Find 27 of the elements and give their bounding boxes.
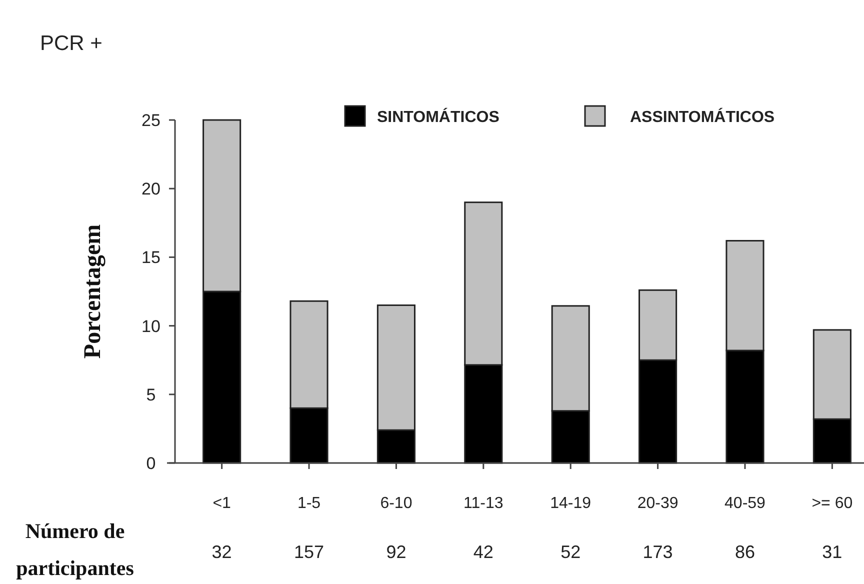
- y-tick-label: 0: [146, 454, 156, 473]
- x-tick-label: 1-5: [297, 495, 321, 512]
- x-tick-label: <1: [212, 495, 232, 512]
- x-tick-label: 20-39: [637, 495, 678, 512]
- text: 42: [473, 542, 494, 562]
- text: 92: [386, 542, 406, 562]
- y-axis-title: Porcentagem: [80, 224, 106, 359]
- y-tick-label: 5: [146, 385, 156, 404]
- text: 86: [734, 542, 756, 562]
- y-tick-label: 10: [142, 316, 160, 336]
- y-tick-label: 25: [142, 110, 160, 130]
- x-tick-label: >= 60: [812, 495, 853, 512]
- text: 32: [212, 542, 232, 562]
- text: Número de participantes: [16, 519, 134, 580]
- y-tick-label: 15: [142, 248, 160, 268]
- x-tick-label: 14-19: [550, 495, 592, 512]
- legend-label: ASSINTOMÁTICOS: [630, 107, 775, 126]
- text: 31: [822, 542, 842, 562]
- chart-title: PCR +: [40, 32, 102, 55]
- legend-label: SINTOMÁTICOS: [377, 107, 500, 126]
- text: 157: [294, 542, 324, 562]
- text: 52: [560, 542, 581, 562]
- y-tick-label: 20: [142, 180, 160, 199]
- x-tick-label: 11-13: [464, 495, 504, 512]
- x-tick-label: 6-10: [380, 495, 412, 512]
- text: 173: [642, 542, 673, 562]
- x-tick-label: 40-59: [724, 495, 766, 512]
